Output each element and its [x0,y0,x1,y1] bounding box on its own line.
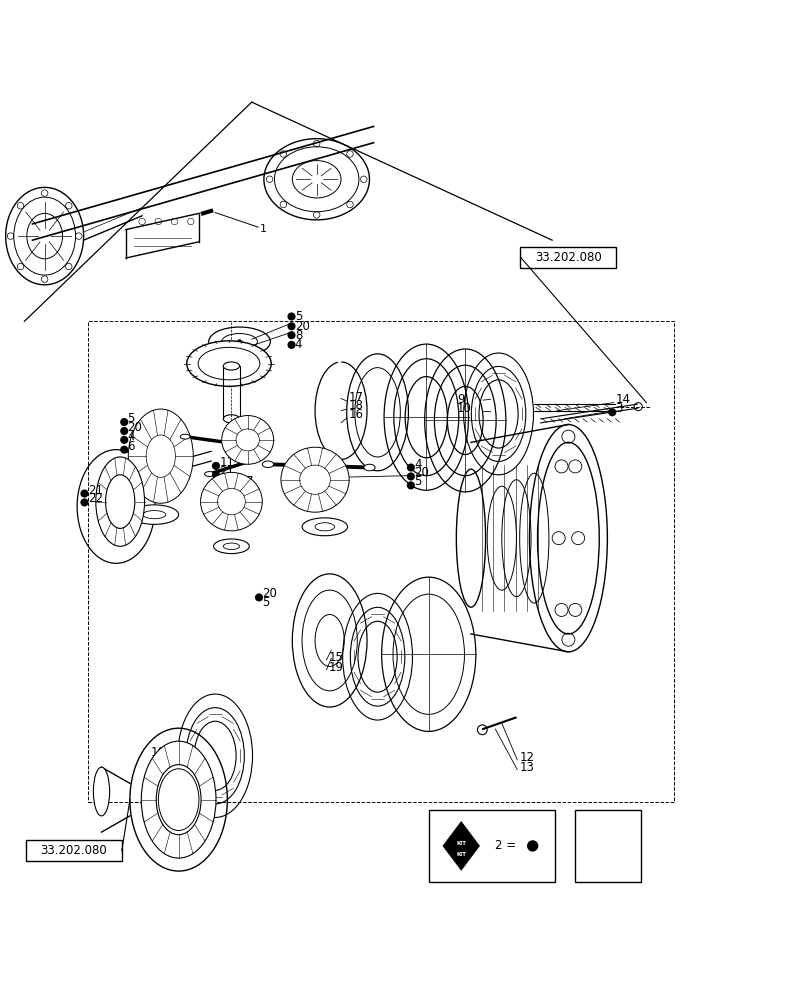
Text: 13: 13 [519,761,534,774]
Circle shape [120,436,128,444]
Circle shape [526,840,538,852]
Circle shape [238,481,247,489]
Text: 10: 10 [457,402,471,415]
Text: 6: 6 [127,440,135,453]
Circle shape [287,322,295,330]
Text: 4: 4 [414,458,421,471]
Circle shape [238,490,247,498]
Text: 4: 4 [294,338,302,351]
Ellipse shape [198,347,260,380]
Ellipse shape [143,511,165,519]
Polygon shape [604,835,634,874]
Ellipse shape [363,464,375,471]
Text: 5: 5 [294,310,302,323]
Circle shape [406,481,414,489]
Text: 2 =: 2 = [495,839,516,852]
Ellipse shape [96,457,144,546]
Text: KIT: KIT [456,852,466,857]
Ellipse shape [208,327,270,356]
Bar [520,247,616,268]
Circle shape [607,408,616,416]
Text: 9: 9 [150,756,157,769]
Text: 18: 18 [349,399,363,412]
Polygon shape [581,818,604,857]
Bar [428,810,554,882]
Ellipse shape [130,505,178,524]
Text: KIT: KIT [456,841,466,846]
Text: 21: 21 [219,465,234,478]
Ellipse shape [180,434,190,439]
Text: 20: 20 [127,421,142,434]
Text: 20: 20 [294,320,309,333]
Circle shape [120,427,128,435]
Ellipse shape [213,539,249,554]
Text: 20: 20 [414,466,428,479]
Text: 9: 9 [457,393,464,406]
Text: 15: 15 [328,651,343,664]
Circle shape [287,312,295,321]
Ellipse shape [217,488,245,515]
Text: 19: 19 [328,661,343,674]
Ellipse shape [93,767,109,816]
Text: 16: 16 [349,408,363,421]
Ellipse shape [302,518,347,536]
Circle shape [120,446,128,454]
Text: 4: 4 [127,430,135,443]
Ellipse shape [204,472,214,476]
Circle shape [80,498,88,506]
Text: 1: 1 [260,224,267,234]
Ellipse shape [315,523,334,531]
Text: 33.202.080: 33.202.080 [534,251,601,264]
Ellipse shape [187,341,271,386]
Ellipse shape [299,465,330,494]
Text: 17: 17 [349,391,363,404]
Ellipse shape [141,741,216,858]
Text: 10: 10 [150,746,165,759]
Text: 5: 5 [127,412,135,425]
Circle shape [237,339,242,344]
Text: 6: 6 [246,484,253,497]
Text: 14: 14 [615,393,629,406]
Text: 5: 5 [414,475,421,488]
Ellipse shape [105,475,135,528]
Circle shape [212,471,220,479]
Ellipse shape [156,765,201,835]
Circle shape [212,462,220,470]
Text: 3: 3 [615,402,622,415]
Polygon shape [443,822,478,870]
Bar [26,840,122,861]
Circle shape [287,341,295,349]
Ellipse shape [236,429,259,451]
Circle shape [406,463,414,472]
Ellipse shape [146,435,175,477]
Circle shape [80,489,88,498]
Text: 7: 7 [246,475,253,488]
Circle shape [287,331,295,339]
Ellipse shape [537,442,599,634]
Text: 5: 5 [262,596,269,609]
Ellipse shape [128,409,193,503]
Text: 33.202.080: 33.202.080 [41,844,107,857]
Bar [574,810,641,882]
Text: 8: 8 [294,329,302,342]
Ellipse shape [262,461,273,468]
Ellipse shape [221,416,273,464]
Ellipse shape [281,447,349,512]
Circle shape [406,472,414,481]
Ellipse shape [158,769,199,830]
Text: 12: 12 [519,751,534,764]
Text: 22: 22 [88,492,102,505]
Text: 21: 21 [88,484,102,497]
Ellipse shape [223,543,239,550]
Circle shape [255,593,263,601]
Ellipse shape [221,334,257,350]
Text: 20: 20 [262,587,277,600]
Ellipse shape [223,362,239,370]
Text: 11: 11 [219,456,234,469]
Bar [88,321,673,802]
Circle shape [120,418,128,426]
Ellipse shape [200,472,262,531]
Ellipse shape [238,442,248,447]
